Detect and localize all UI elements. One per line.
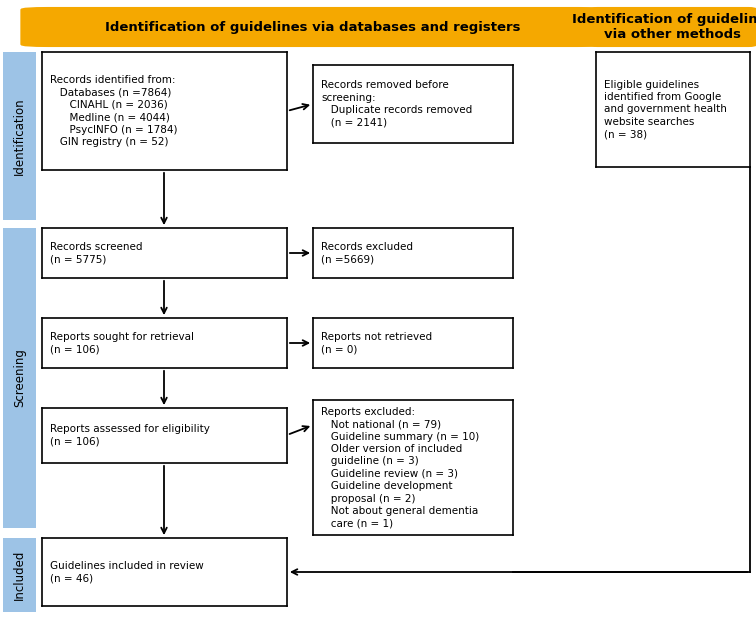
FancyBboxPatch shape [3,219,36,537]
Text: Identification of guidelines
via other methods: Identification of guidelines via other m… [572,13,756,41]
Text: Records removed before
screening:
   Duplicate records removed
   (n = 2141): Records removed before screening: Duplic… [321,80,472,127]
Text: Reports excluded:
   Not national (n = 79)
   Guideline summary (n = 10)
   Olde: Reports excluded: Not national (n = 79) … [321,407,479,528]
Text: Reports assessed for eligibility
(n = 106): Reports assessed for eligibility (n = 10… [50,425,210,447]
Text: Included: Included [13,550,26,600]
Text: Identification of guidelines via databases and registers: Identification of guidelines via databas… [105,20,521,33]
Text: Guidelines included in review
(n = 46): Guidelines included in review (n = 46) [50,561,204,583]
Text: Screening: Screening [13,349,26,407]
Text: Identification: Identification [13,97,26,175]
Text: Reports not retrieved
(n = 0): Reports not retrieved (n = 0) [321,332,432,354]
FancyBboxPatch shape [590,8,756,46]
FancyBboxPatch shape [3,47,36,225]
Text: Records identified from:
   Databases (n =7864)
      CINAHL (n = 2036)
      Me: Records identified from: Databases (n =7… [50,75,178,147]
Text: Eligible guidelines
identified from Google
and government health
website searche: Eligible guidelines identified from Goog… [604,80,727,139]
Text: Reports sought for retrieval
(n = 106): Reports sought for retrieval (n = 106) [50,332,194,354]
Text: Records excluded
(n =5669): Records excluded (n =5669) [321,242,413,265]
FancyBboxPatch shape [21,8,605,46]
FancyBboxPatch shape [3,536,36,614]
Text: Records screened
(n = 5775): Records screened (n = 5775) [50,242,142,265]
